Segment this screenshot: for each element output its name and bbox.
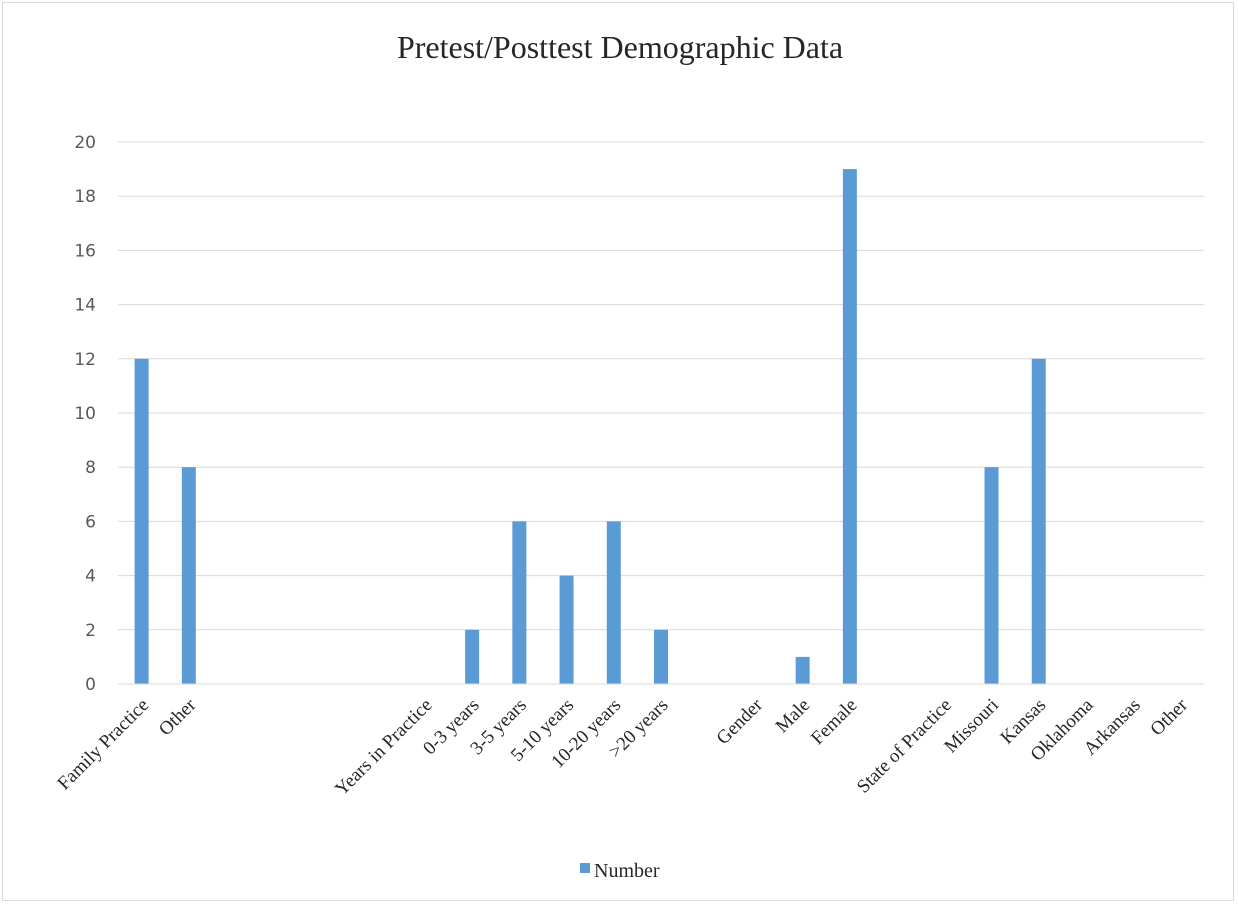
y-tick-label: 20 [74, 133, 96, 153]
legend: Number [580, 860, 660, 882]
bar [795, 656, 810, 684]
legend-label: Number [594, 860, 660, 882]
bar [134, 358, 149, 684]
x-tick-label: Female [807, 695, 861, 749]
bar [1031, 358, 1046, 684]
bars [134, 169, 1046, 685]
x-axis-labels: Family Practice Other Years in Practice0-3… [54, 694, 1193, 800]
x-tick-label: Family Practice [54, 695, 154, 795]
bar [606, 521, 621, 684]
y-tick-label: 12 [74, 350, 96, 370]
chart-title: Pretest/Posttest Demographic Data [397, 29, 843, 65]
bar [842, 169, 857, 685]
bar [559, 575, 574, 684]
y-tick-label: 4 [85, 567, 96, 587]
x-tick-label: Male [772, 695, 814, 737]
legend-swatch [580, 863, 590, 873]
gridlines [118, 141, 1204, 631]
x-tick-label: State of Practice [853, 695, 956, 798]
bar [984, 467, 999, 684]
bar [181, 467, 196, 684]
y-tick-label: 16 [74, 241, 96, 261]
bar [512, 521, 527, 684]
y-tick-label: 6 [85, 512, 96, 532]
x-tick-label: Other [1146, 694, 1192, 740]
x-tick-label: Other [155, 694, 201, 740]
x-tick-label: Years in Practice [331, 695, 436, 800]
y-axis-ticks: 0 2 4 6 8 10 12 14 16 18 20 [74, 133, 96, 695]
bar [465, 629, 480, 684]
y-tick-label: 10 [74, 404, 96, 424]
y-tick-label: 0 [85, 675, 96, 695]
bar [654, 629, 668, 684]
x-tick-label: Gender [713, 694, 768, 749]
y-tick-label: 14 [74, 296, 96, 316]
y-tick-label: 18 [74, 187, 96, 207]
y-tick-label: 2 [85, 621, 96, 641]
y-tick-label: 8 [85, 458, 96, 478]
